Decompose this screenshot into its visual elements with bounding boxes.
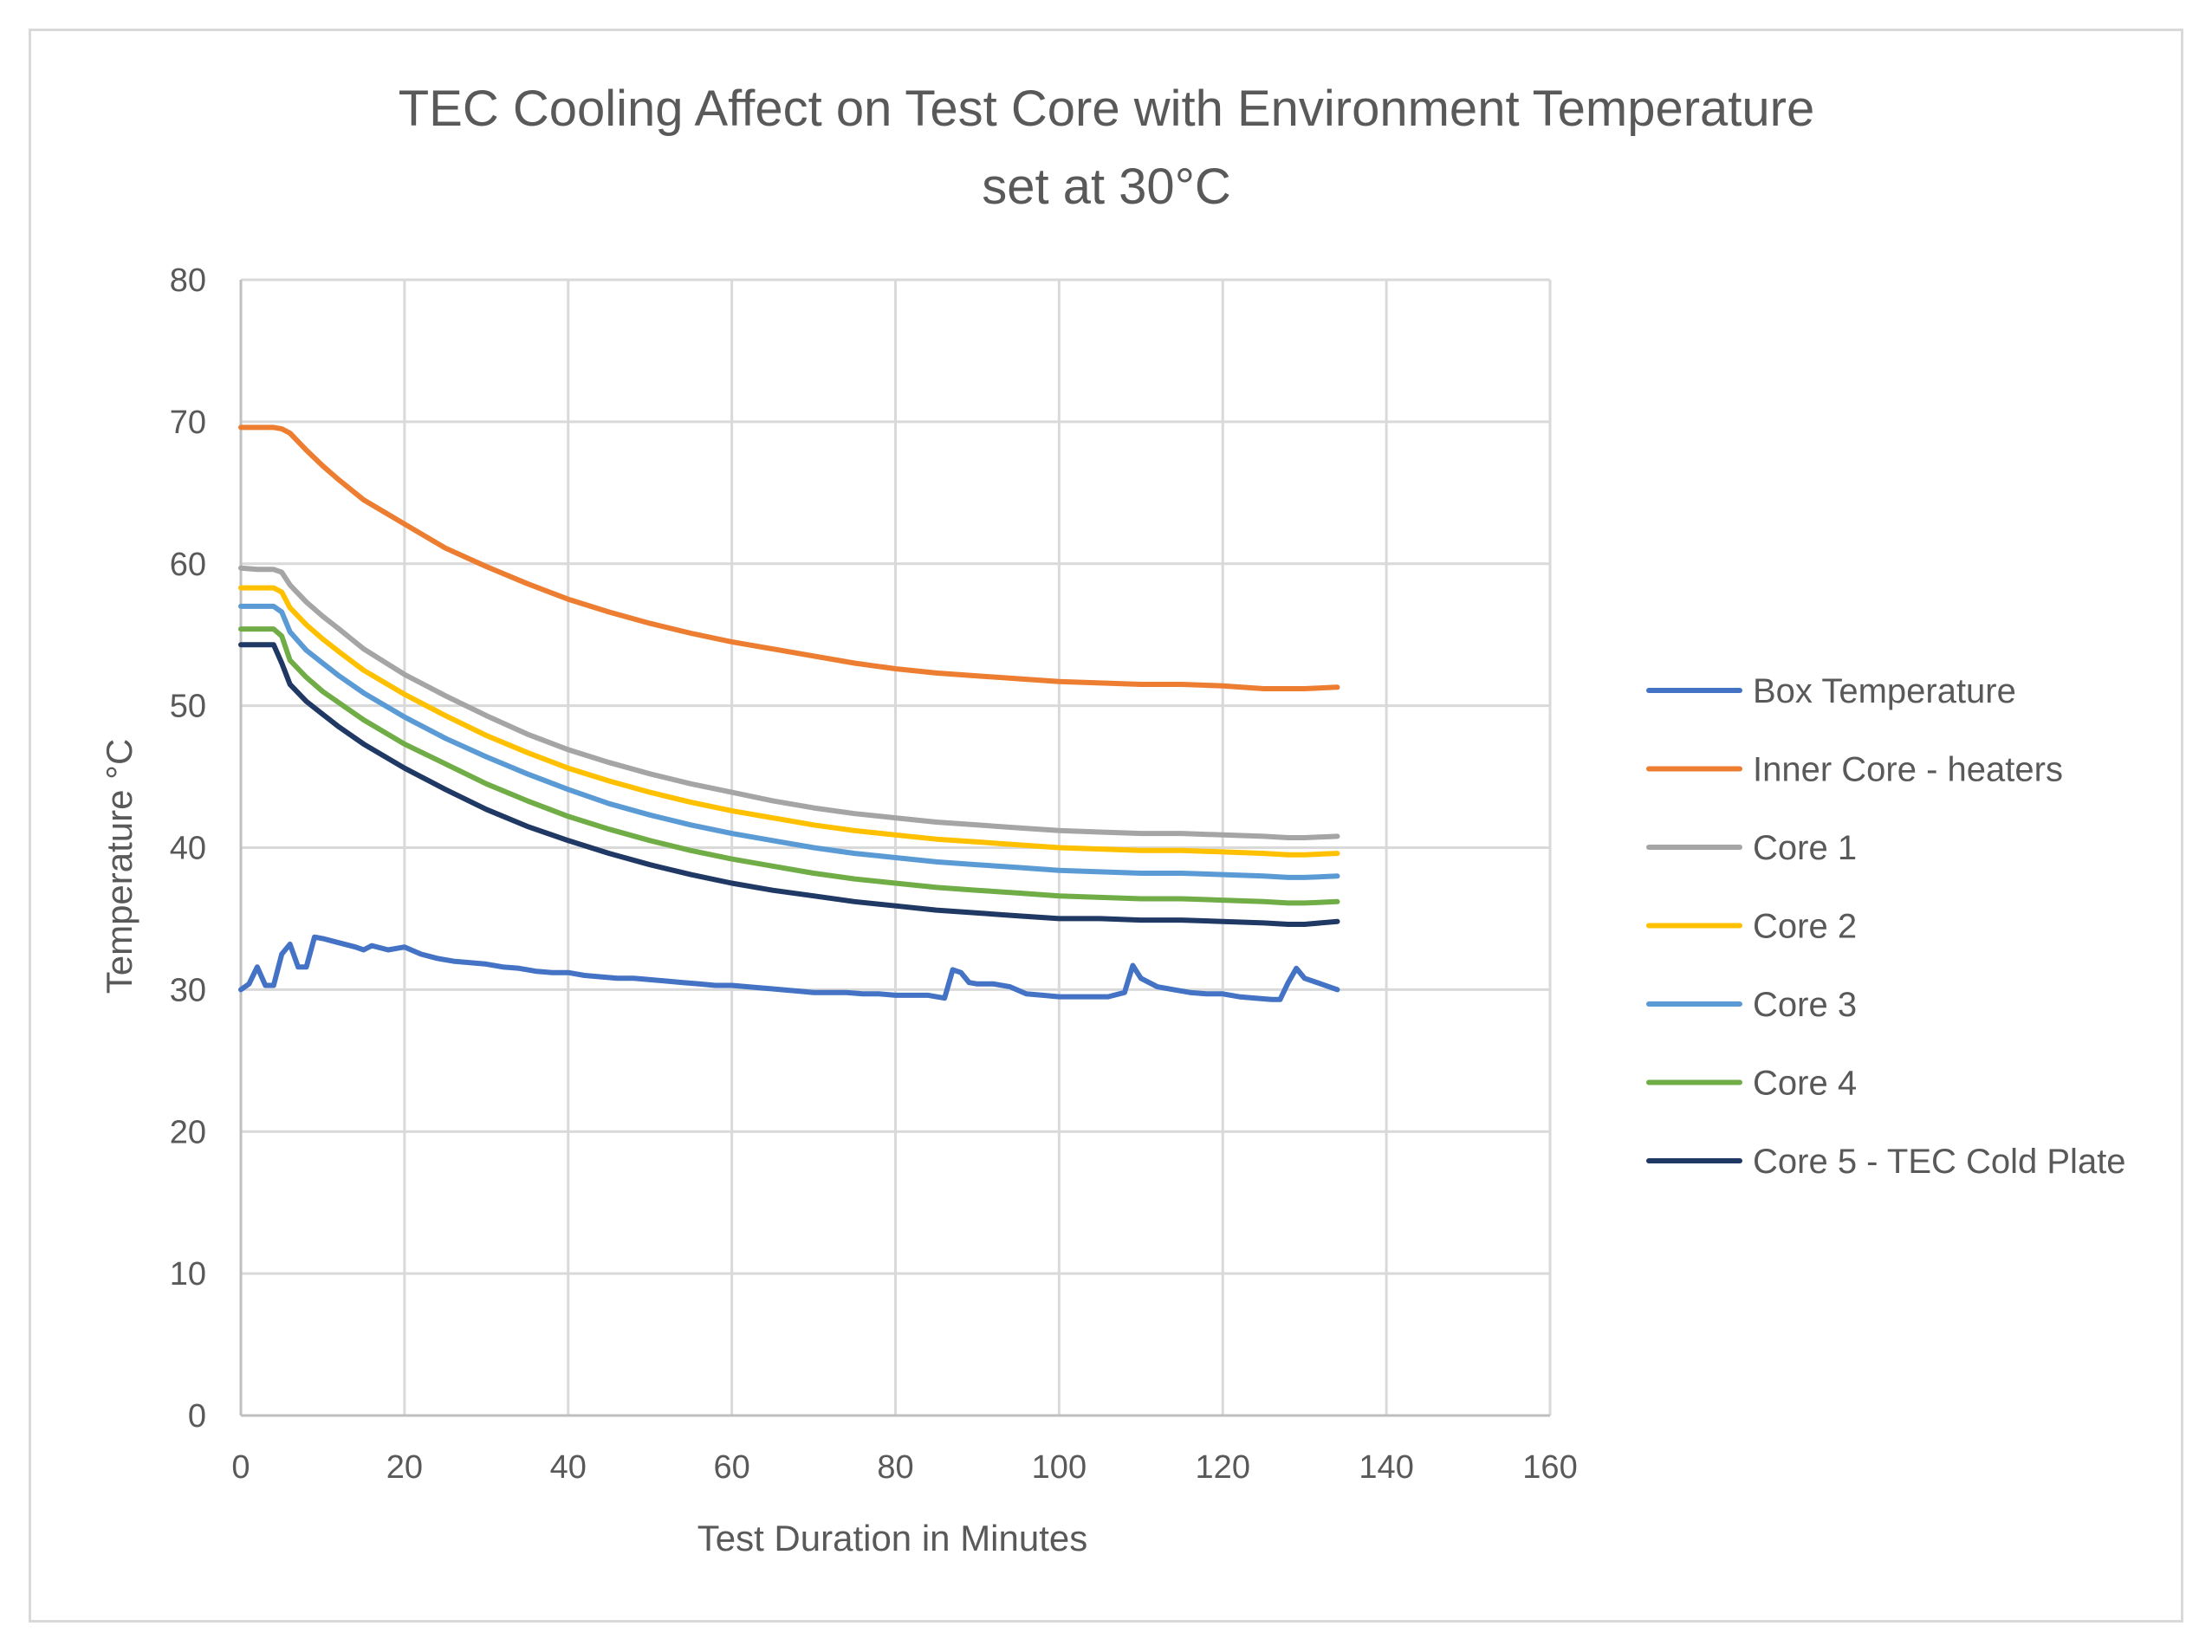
legend: Box Temperature Inner Core - heaters Core … bbox=[1646, 672, 2126, 1181]
x-axis-label: Test Duration in Minutes bbox=[697, 1518, 1088, 1558]
y-tick-label: 30 bbox=[170, 972, 206, 1008]
y-tick-label: 0 bbox=[188, 1398, 206, 1435]
series-line-core-3 bbox=[238, 603, 1340, 880]
gridlines bbox=[241, 278, 1552, 1416]
chart-title-line-2: set at 30°C bbox=[982, 159, 1231, 215]
legend-label-box-temperature: Box Temperature bbox=[1753, 672, 2016, 710]
series-line-core-4 bbox=[238, 626, 1340, 906]
series-line-core-5-tec-cold-plate bbox=[238, 642, 1340, 927]
y-tick-label: 80 bbox=[170, 262, 206, 299]
y-tick-label: 10 bbox=[170, 1256, 206, 1292]
legend-label-core-1: Core 1 bbox=[1753, 829, 1857, 867]
series-lines bbox=[238, 424, 1340, 1002]
x-tick-label: 100 bbox=[1032, 1449, 1087, 1486]
x-tick-label: 60 bbox=[713, 1449, 749, 1486]
x-tick-label: 40 bbox=[550, 1449, 587, 1486]
series-line-core-2 bbox=[238, 585, 1340, 858]
x-tick-label: 140 bbox=[1359, 1449, 1413, 1486]
y-tick-label: 50 bbox=[170, 689, 206, 725]
legend-label-core-2: Core 2 bbox=[1753, 908, 1857, 946]
legend-label-inner-core-heaters: Inner Core - heaters bbox=[1753, 751, 2063, 789]
axes bbox=[239, 280, 1550, 1417]
y-tick-label: 40 bbox=[170, 831, 206, 867]
series-line-box-temperature bbox=[238, 934, 1340, 1002]
x-tick-label: 120 bbox=[1196, 1449, 1250, 1486]
y-axis-label: Temperature °C bbox=[99, 739, 139, 994]
series-line-inner-core-heaters bbox=[238, 424, 1340, 691]
x-tick-label: 160 bbox=[1522, 1449, 1577, 1486]
tick-labels: 0 10 20 30 40 50 60 70 80 0 20 40 60 80 100 120 140 160 bbox=[170, 262, 1578, 1486]
legend-label-core-4: Core 4 bbox=[1753, 1065, 1857, 1103]
x-tick-label: 0 bbox=[231, 1449, 250, 1486]
x-tick-label: 20 bbox=[386, 1449, 423, 1486]
chart-title-line-1: TEC Cooling Affect on Test Core with Env… bbox=[399, 81, 1814, 137]
y-tick-label: 70 bbox=[170, 405, 206, 441]
legend-label-core-3: Core 3 bbox=[1753, 986, 1857, 1024]
legend-label-core-5-tec-cold-plate: Core 5 - TEC Cold Plate bbox=[1753, 1143, 2126, 1181]
y-tick-label: 20 bbox=[170, 1114, 206, 1150]
y-tick-label: 60 bbox=[170, 547, 206, 583]
x-tick-label: 80 bbox=[877, 1449, 913, 1486]
series-line-core-1 bbox=[238, 565, 1340, 840]
chart-frame bbox=[29, 29, 2183, 1623]
